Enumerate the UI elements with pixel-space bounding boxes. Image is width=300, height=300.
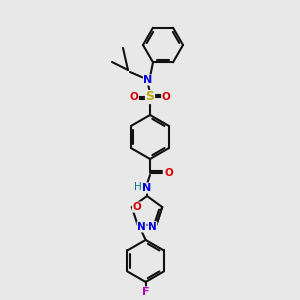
Text: O: O <box>162 92 170 102</box>
Text: O: O <box>165 168 173 178</box>
Text: F: F <box>142 287 149 297</box>
Text: N: N <box>143 75 153 85</box>
Text: N: N <box>148 222 157 232</box>
Text: S: S <box>146 91 154 103</box>
Text: O: O <box>132 202 141 212</box>
Text: O: O <box>130 92 138 102</box>
Text: H: H <box>134 182 142 192</box>
Text: N: N <box>137 222 146 232</box>
Text: N: N <box>142 183 152 193</box>
